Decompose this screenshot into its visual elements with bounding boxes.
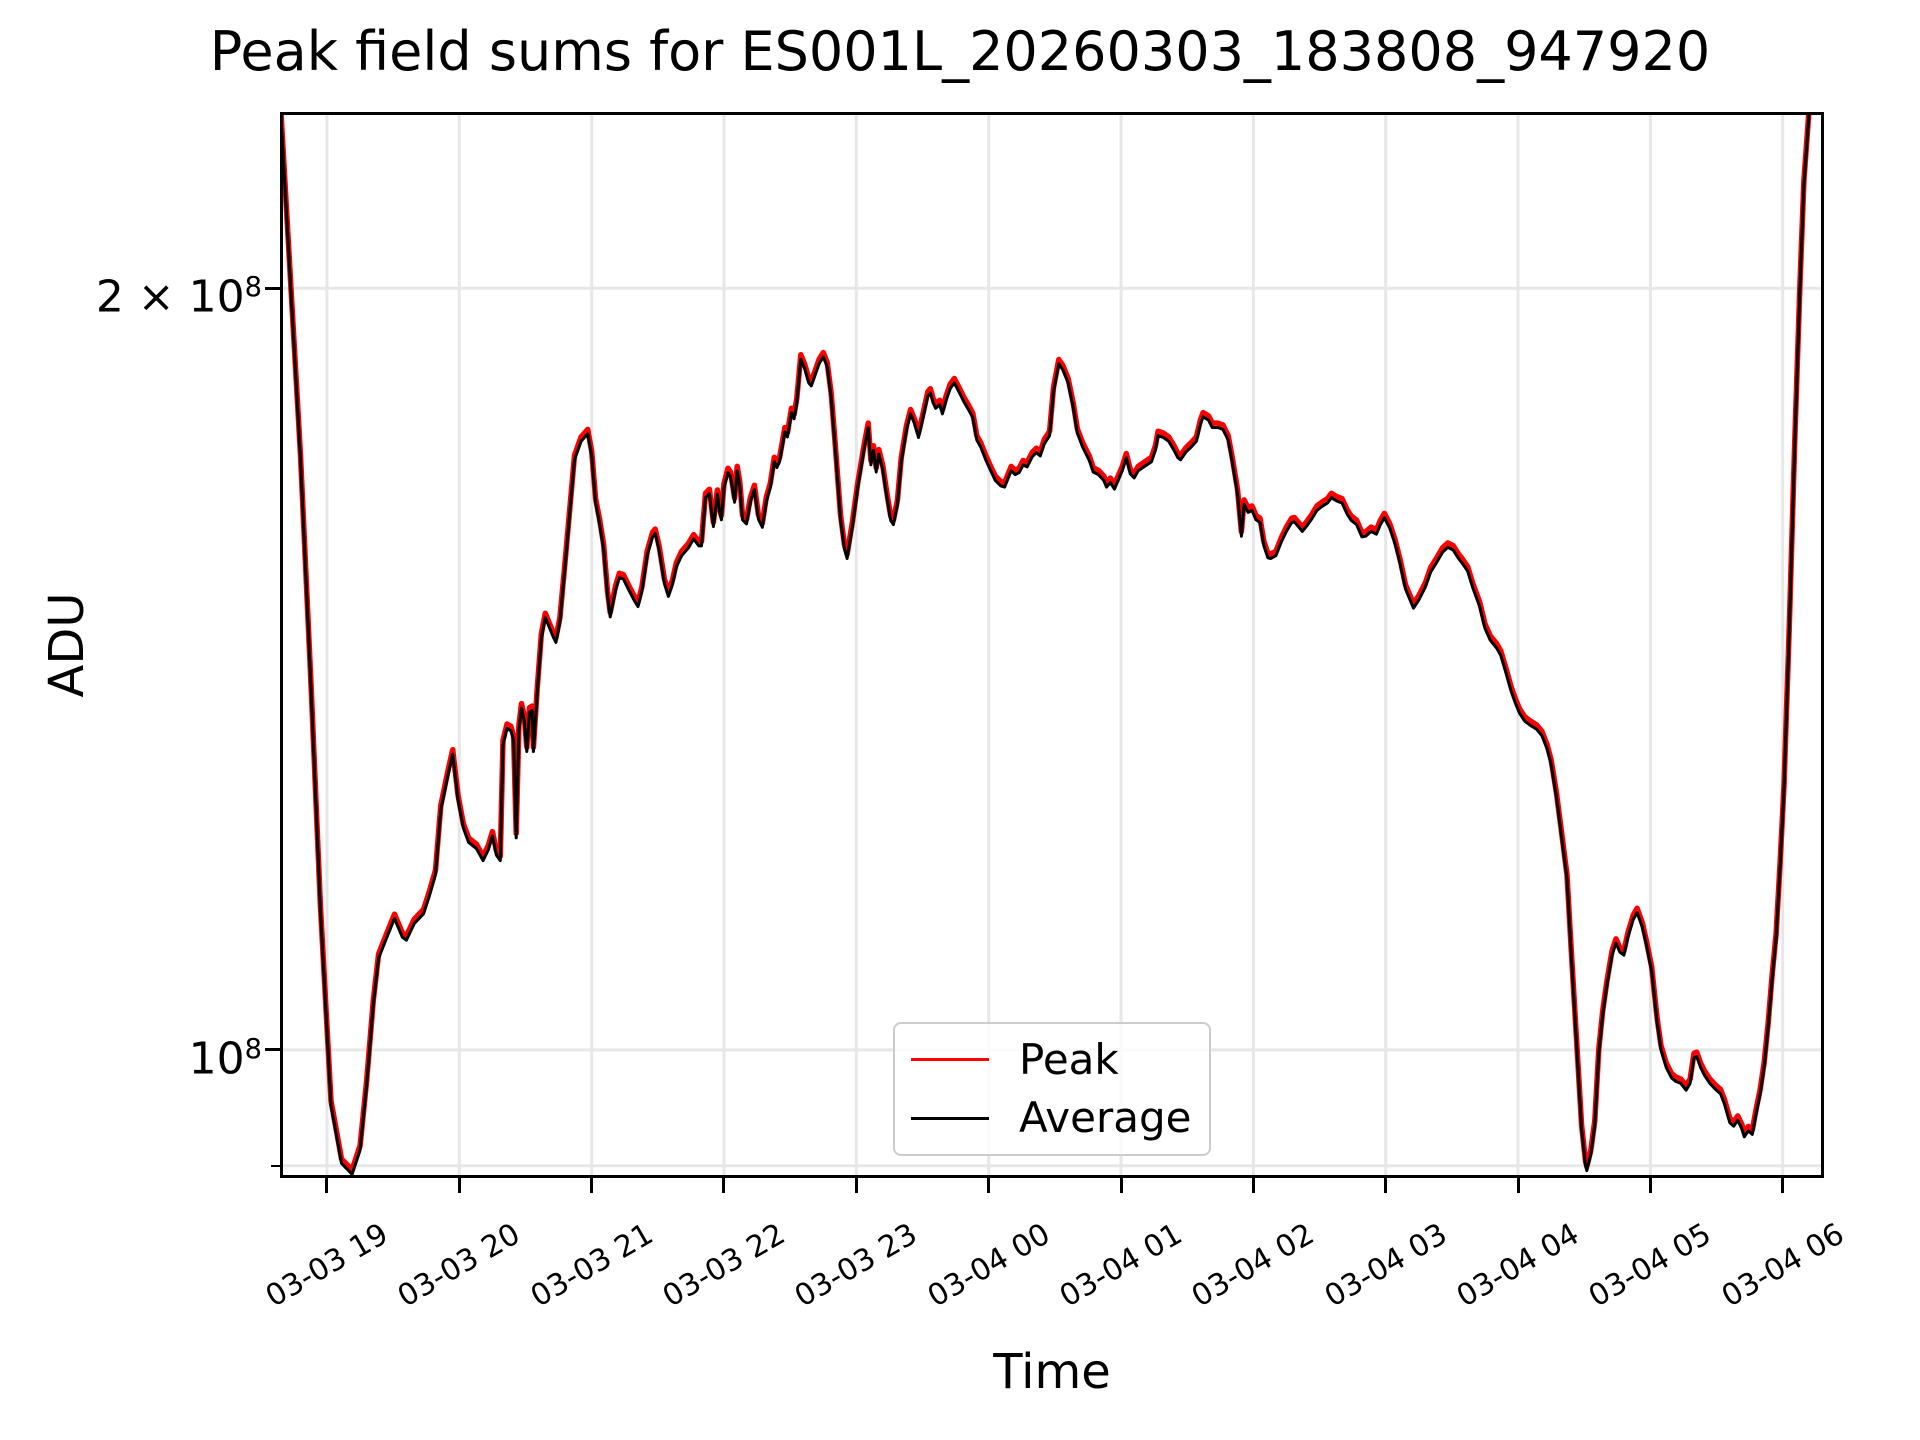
x-tick-mark	[1516, 1178, 1520, 1193]
x-tick-mark	[1648, 1178, 1652, 1193]
chart-title: Peak field sums for ES001L_20260303_1838…	[209, 20, 1711, 83]
y-tick-mark	[265, 1048, 280, 1052]
y-tick-label: 2 × 108	[95, 271, 262, 323]
peak-line-swatch	[911, 1058, 989, 1062]
x-tick-mark	[987, 1178, 991, 1193]
legend-label-peak: Peak	[1019, 1034, 1119, 1084]
plot-area	[280, 112, 1824, 1178]
average-line-swatch	[911, 1116, 989, 1120]
legend-entry-average: Average	[895, 1095, 1209, 1141]
x-tick-mark	[1384, 1178, 1388, 1193]
y-tick-label: 108	[188, 1033, 262, 1085]
x-tick-mark	[1251, 1178, 1255, 1193]
x-axis-label: Time	[993, 1344, 1111, 1400]
x-tick-mark	[854, 1178, 858, 1193]
x-tick-mark	[590, 1178, 594, 1193]
legend: Peak Average	[893, 1022, 1211, 1156]
y-minor-tick-mark	[271, 1164, 280, 1167]
x-tick-mark	[1119, 1178, 1123, 1193]
x-tick-mark	[722, 1178, 726, 1193]
legend-label-average: Average	[1019, 1093, 1192, 1143]
y-tick-mark	[265, 286, 280, 290]
chart-canvas	[280, 112, 1824, 1178]
y-axis-label: ADU	[39, 592, 95, 698]
x-tick-mark	[325, 1178, 329, 1193]
legend-entry-peak: Peak	[895, 1034, 1209, 1084]
x-tick-mark	[1781, 1178, 1785, 1193]
x-tick-mark	[457, 1178, 461, 1193]
